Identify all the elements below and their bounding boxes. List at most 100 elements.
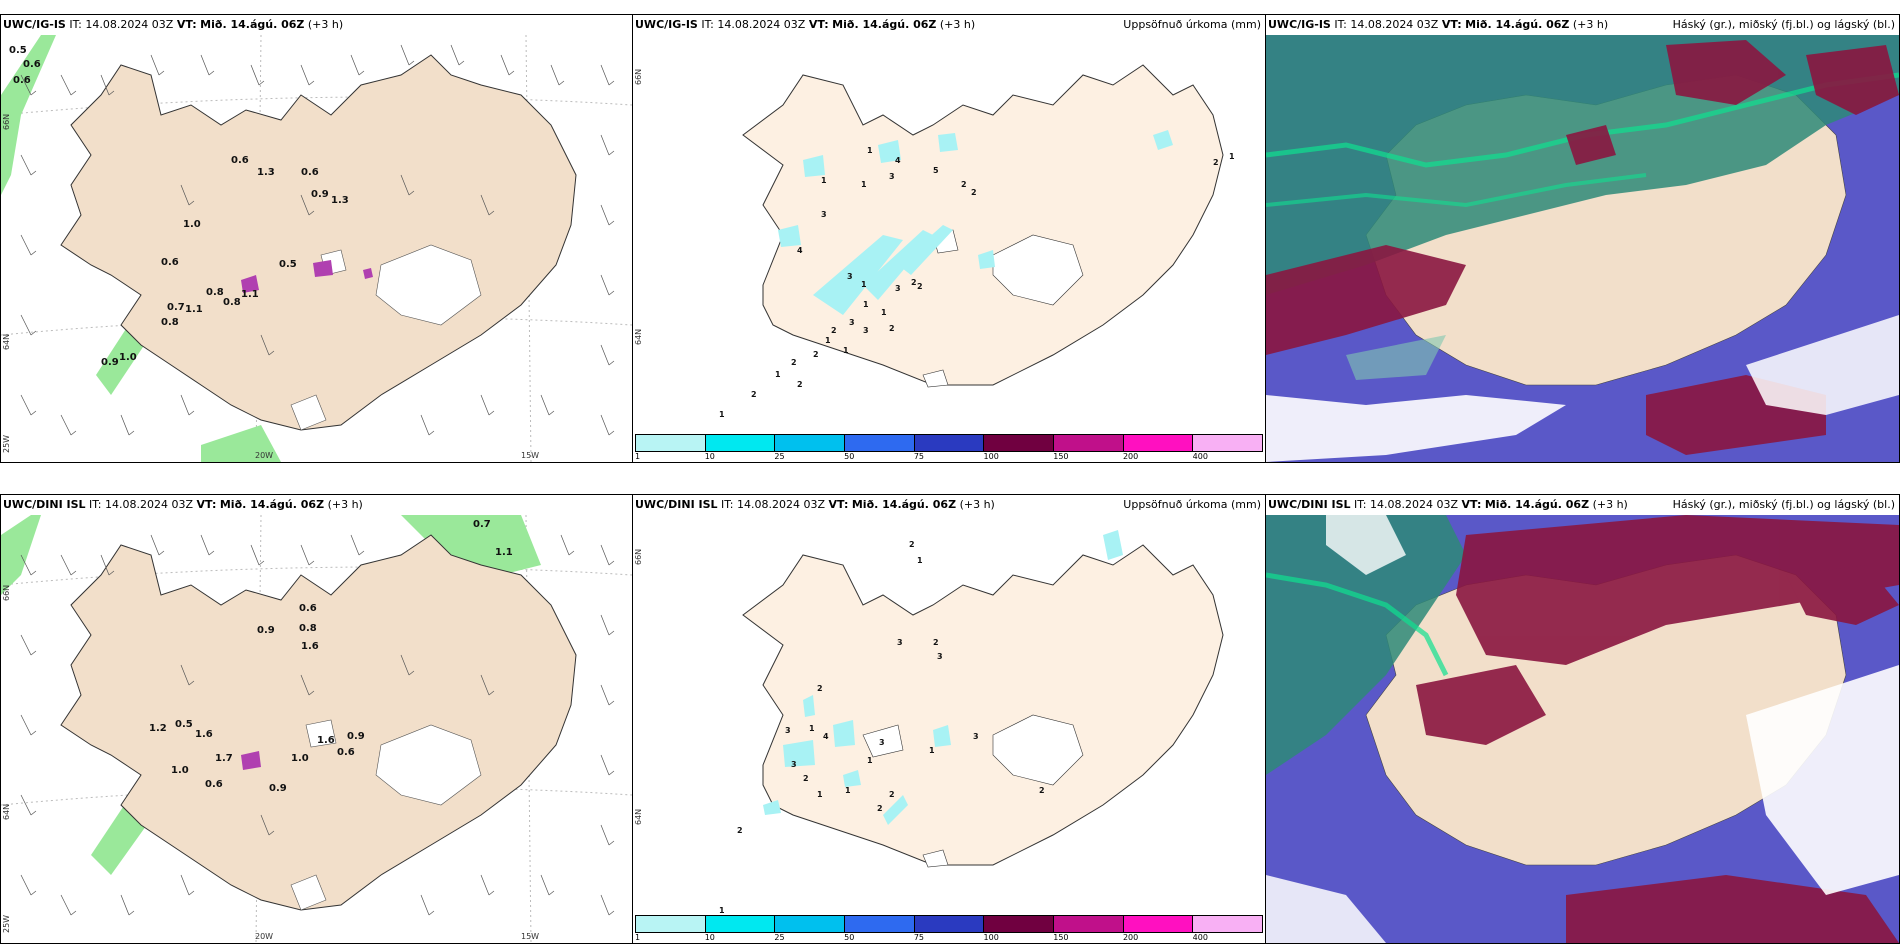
low-cloud-clear xyxy=(1266,395,1566,462)
wind-label: 0.6 xyxy=(205,779,223,790)
wind-label: 0.6 xyxy=(301,167,319,178)
cloud-map-svg xyxy=(1266,515,1899,943)
lat-label-64n: 64N xyxy=(2,803,11,820)
cloud-map-svg xyxy=(1266,35,1899,462)
it-time: 14.08.2024 03Z xyxy=(105,498,194,511)
lat-label-64n: 64N xyxy=(634,328,643,345)
panel-precip-igis: UWC/IG-IS IT: 14.08.2024 03Z VT: Mið. 14… xyxy=(632,14,1266,463)
precip-number: 2 xyxy=(911,278,917,287)
iceland-land xyxy=(60,54,577,431)
lead-time: (+3 h) xyxy=(1572,18,1609,31)
wind-barbs xyxy=(20,534,615,916)
wind-label: 0.5 xyxy=(279,259,297,270)
precip-number: 1 xyxy=(917,556,923,565)
precip-number: 3 xyxy=(863,326,869,335)
precip-number: 3 xyxy=(937,652,943,661)
panel-precip-dini: UWC/DINI ISL IT: 14.08.2024 03Z VT: Mið.… xyxy=(632,494,1266,944)
precip-number: 1 xyxy=(821,176,827,185)
high-cloud-edge xyxy=(1266,572,1449,677)
colorbar-label: 75 xyxy=(913,452,925,461)
it-label: IT: xyxy=(701,18,714,31)
lat-label-64n: 64N xyxy=(634,808,643,825)
lead-time: (+3 h) xyxy=(959,498,995,511)
wind-label: 0.8 xyxy=(223,297,241,308)
colorbar-swatch xyxy=(775,916,846,932)
cloud-map xyxy=(1266,35,1899,462)
precip-number: 2 xyxy=(1213,158,1219,167)
precip-number: 1 xyxy=(809,724,815,733)
precip-number: 2 xyxy=(797,380,803,389)
colorbar-labels: 1 10 25 50 75 100 150 200 400 xyxy=(635,452,1263,462)
precip-number: 3 xyxy=(897,638,903,647)
panel-title: Háský (gr.), miðský (fj.bl.) og lágský (… xyxy=(1672,498,1895,511)
colorbar-swatch xyxy=(1123,435,1194,451)
lead-time: (+3 h) xyxy=(939,18,976,31)
wind-label: 0.8 xyxy=(299,623,317,634)
model-name: UWC/DINI ISL xyxy=(635,498,718,511)
lat-label-66n: 66N xyxy=(2,584,11,601)
it-time: 14.08.2024 03Z xyxy=(85,18,174,31)
wind-label: 0.6 xyxy=(23,59,41,70)
colorbar-swatch xyxy=(984,435,1055,451)
it-label: IT: xyxy=(1334,18,1347,31)
high-cloud-edge xyxy=(1266,173,1647,208)
low-cloud-clear xyxy=(1266,875,1386,943)
precip-value-labels: 1 4 3 1 1 5 2 2 3 4 3 1 2 2 3 3 3 2 2 1 xyxy=(719,146,1235,419)
precip-number: 4 xyxy=(797,246,803,255)
colorbar-label: 1 xyxy=(635,933,641,942)
colorbar-swatch xyxy=(1193,435,1263,451)
colorbar-swatch xyxy=(845,435,915,451)
wind-map: 0.5 0.6 0.6 0.6 1.3 0.6 0.9 1.3 1.0 0.6 … xyxy=(1,35,632,462)
precip-number: 1 xyxy=(719,410,725,419)
precip-map: 1 4 3 1 1 5 2 2 3 4 3 1 2 2 3 3 3 2 2 1 xyxy=(633,35,1265,462)
colorbar-swatch xyxy=(705,435,776,451)
iceland-land xyxy=(742,64,1224,386)
model-name: UWC/DINI ISL xyxy=(1268,498,1351,511)
high-cloud-area xyxy=(1266,515,1466,775)
wind-label: 1.6 xyxy=(195,729,213,740)
precip-number: 3 xyxy=(889,172,895,181)
panel-title: Uppsöfnuð úrkoma (mm) xyxy=(1123,498,1261,511)
precip-number: 1 xyxy=(861,180,867,189)
precip-number: 2 xyxy=(971,188,977,197)
precip-number: 2 xyxy=(737,826,743,835)
wind-label: 1.2 xyxy=(149,723,167,734)
precip-number: 2 xyxy=(961,180,967,189)
precip-number: 2 xyxy=(1039,786,1045,795)
precip-number: 3 xyxy=(849,318,855,327)
wind-label: 0.7 xyxy=(473,519,491,530)
lon-label-15w: 15W xyxy=(521,932,540,941)
wind-label: 1.1 xyxy=(185,304,203,315)
panel-clouds-dini: UWC/DINI ISL IT: 14.08.2024 03Z VT: Mið.… xyxy=(1265,494,1900,944)
model-name: UWC/DINI ISL xyxy=(3,498,86,511)
colorbar-label: 10 xyxy=(704,452,715,461)
lat-label-66n: 66N xyxy=(634,548,643,565)
it-time: 14.08.2024 03Z xyxy=(737,498,826,511)
colorbar-labels: 1 10 25 50 75 100 150 200 400 xyxy=(635,933,1263,943)
lon-label-25w: 25W xyxy=(2,914,11,933)
wind-label: 0.6 xyxy=(161,257,179,268)
panel-header: UWC/IG-IS IT: 14.08.2024 03Z VT: Mið. 14… xyxy=(1266,15,1899,35)
colorbar-label: 150 xyxy=(1053,452,1069,461)
colorbar-label: 1 xyxy=(635,452,641,461)
precip-map-svg: 1 3 2 3 2 3 4 1 3 1 3 3 1 2 2 2 1 1 2 2 xyxy=(719,530,1224,915)
lat-label-64n: 64N xyxy=(2,333,11,350)
wind-value-labels: 0.7 1.1 0.6 0.9 0.8 1.6 1.2 0.5 1.6 1.7 … xyxy=(149,519,513,794)
colorbar-swatch xyxy=(1193,916,1263,932)
precip-number: 1 xyxy=(1229,152,1235,161)
precip-number: 5 xyxy=(933,166,939,175)
wind-label: 1.6 xyxy=(317,735,335,746)
it-label: IT: xyxy=(721,498,734,511)
panel-wind-igis: UWC/IG-IS IT: 14.08.2024 03Z VT: Mið. 14… xyxy=(0,14,633,463)
precip-number: 1 xyxy=(775,370,781,379)
vt-label: VT: xyxy=(176,18,197,31)
colorbar-swatch xyxy=(1054,916,1124,932)
precip-areas-magenta xyxy=(241,751,261,770)
lat-label-66n: 66N xyxy=(634,68,643,85)
glaciers xyxy=(862,714,1084,868)
wind-label: 0.9 xyxy=(101,357,119,368)
panel-header: UWC/IG-IS IT: 14.08.2024 03Z VT: Mið. 14… xyxy=(633,15,1265,35)
vt-label: VT: xyxy=(196,498,217,511)
wind-map: 0.7 1.1 0.6 0.9 0.8 1.6 1.2 0.5 1.6 1.7 … xyxy=(1,515,632,943)
precip-number: 1 xyxy=(861,280,867,289)
